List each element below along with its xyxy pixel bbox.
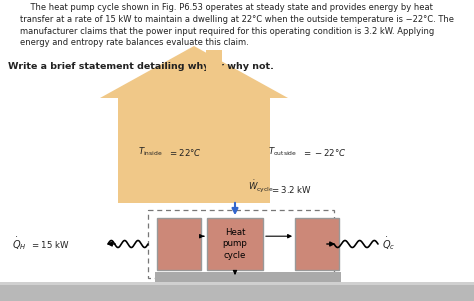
- Text: $\dot{Q}_H$: $\dot{Q}_H$: [12, 236, 27, 253]
- Bar: [207, 218, 263, 270]
- Text: $= -22°C$: $= -22°C$: [302, 147, 346, 157]
- Text: $T_{\rm inside}$: $T_{\rm inside}$: [138, 146, 163, 158]
- Bar: [0, 282, 474, 301]
- Bar: [157, 218, 201, 270]
- Bar: [206, 50, 222, 85]
- Text: $T_{\rm outside}$: $T_{\rm outside}$: [268, 146, 297, 158]
- Bar: [155, 272, 341, 282]
- Text: Write a brief statement detailing why or why not.: Write a brief statement detailing why or…: [8, 62, 274, 71]
- Bar: [118, 98, 270, 203]
- Text: Heat
pump
cycle: Heat pump cycle: [223, 228, 247, 259]
- Polygon shape: [100, 46, 288, 98]
- Text: The heat pump cycle shown in Fig. P6.53 operates at steady state and provides en: The heat pump cycle shown in Fig. P6.53 …: [20, 3, 454, 47]
- Text: $= 3.2\ \rm kW$: $= 3.2\ \rm kW$: [270, 184, 312, 195]
- Text: $\dot{W}_{\rm cycle}$: $\dot{W}_{\rm cycle}$: [248, 179, 274, 195]
- Bar: [148, 210, 334, 278]
- Text: $= 22°C$: $= 22°C$: [168, 147, 202, 157]
- Bar: [295, 218, 339, 270]
- Text: $\dot{Q}_c$: $\dot{Q}_c$: [382, 236, 395, 253]
- Text: $= 15\ \rm kW$: $= 15\ \rm kW$: [30, 238, 70, 250]
- Bar: [0, 282, 474, 285]
